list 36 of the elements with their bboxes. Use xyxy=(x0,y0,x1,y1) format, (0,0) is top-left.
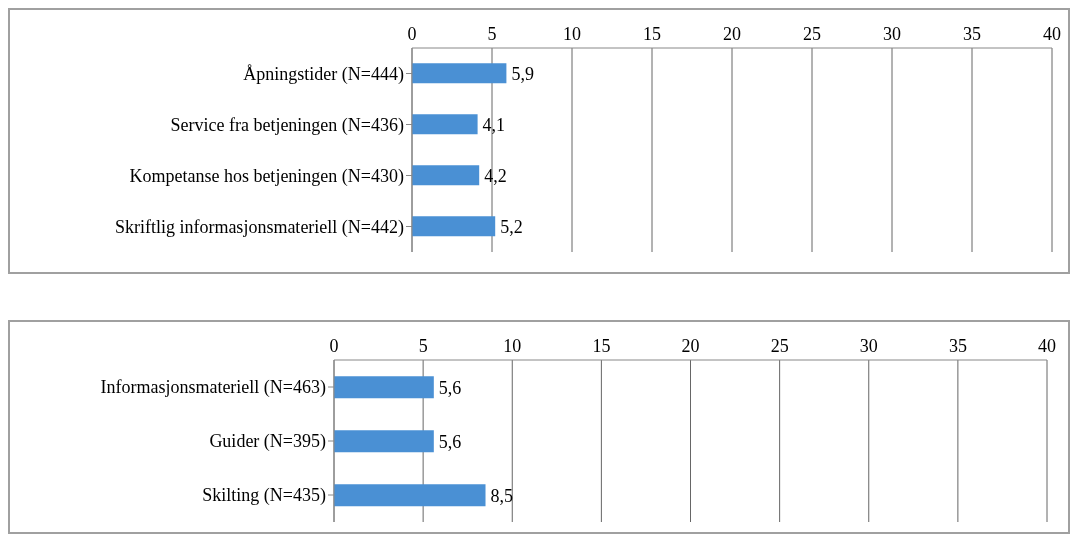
bar xyxy=(412,216,496,237)
bar xyxy=(412,165,480,186)
x-tick-label: 10 xyxy=(563,24,581,44)
x-tick-label: 15 xyxy=(643,24,661,44)
x-tick-label: 30 xyxy=(883,24,901,44)
x-tick-label: 40 xyxy=(1043,24,1061,44)
y-tick-label: Åpningstider (N=444) xyxy=(243,63,404,85)
data-label: 5,6 xyxy=(438,377,462,398)
x-tick-label: 10 xyxy=(503,336,522,356)
y-tick-label: Guider (N=395) xyxy=(209,431,326,453)
y-tick-label: Kompetanse hos betjeningen (N=430) xyxy=(129,165,404,187)
data-label: 5,6 xyxy=(438,431,462,452)
x-tick-label: 0 xyxy=(329,336,339,356)
x-tick-label: 5 xyxy=(487,24,497,44)
y-tick-label: Skilting (N=435) xyxy=(202,485,326,507)
x-tick-label: 25 xyxy=(803,24,821,44)
data-label: 4,2 xyxy=(484,165,507,186)
x-tick-label: 30 xyxy=(859,336,878,356)
x-tick-label: 5 xyxy=(418,336,428,356)
y-tick-label: Informasjonsmateriell (N=463) xyxy=(100,377,326,399)
data-label: 8,5 xyxy=(490,485,514,506)
y-tick-label: Skriftlig informasjonsmateriell (N=442) xyxy=(114,216,404,238)
y-tick-label: Service fra betjeningen (N=436) xyxy=(170,114,404,136)
bar xyxy=(412,63,507,84)
x-tick-label: 35 xyxy=(948,336,967,356)
x-tick-label: 20 xyxy=(723,24,741,44)
bar xyxy=(412,114,478,135)
data-label: 5,9 xyxy=(511,63,534,84)
x-tick-label: 35 xyxy=(963,24,981,44)
x-tick-label: 25 xyxy=(770,336,789,356)
x-tick-label: 0 xyxy=(407,24,417,44)
x-tick-label: 15 xyxy=(592,336,611,356)
data-label: 5,2 xyxy=(500,216,523,237)
data-label: 4,1 xyxy=(482,114,506,135)
x-tick-label: 20 xyxy=(681,336,700,356)
x-tick-label: 40 xyxy=(1038,336,1056,356)
